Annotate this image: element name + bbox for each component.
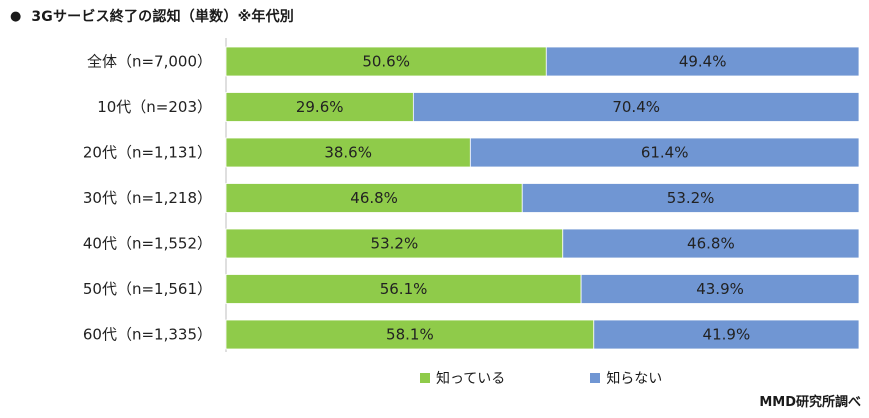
data-label-known: 50.6%	[362, 53, 410, 71]
category-label: 全体（n=7,000）	[87, 53, 212, 71]
category-label: 20代（n=1,131）	[83, 144, 212, 162]
data-label-known: 56.1%	[380, 280, 428, 298]
data-label-known: 53.2%	[371, 235, 419, 253]
data-label-unknown: 53.2%	[667, 189, 715, 207]
data-label-unknown: 70.4%	[612, 98, 660, 116]
bar-segment-known	[225, 228, 564, 259]
data-label-unknown: 49.4%	[679, 53, 727, 71]
title-text: 3Gサービス終了の認知（単数）※年代別	[31, 9, 294, 25]
data-label-known: 58.1%	[386, 326, 434, 344]
bar-segment-unknown	[593, 319, 860, 350]
bar-segment-known	[225, 274, 582, 304]
category-label: 50代（n=1,561）	[83, 280, 212, 298]
source-note: MMD研究所調べ	[759, 395, 861, 410]
data-label-unknown: 41.9%	[703, 326, 751, 344]
legend-item-unknown: 知らない	[590, 368, 662, 388]
data-label-known: 46.8%	[350, 189, 398, 207]
bar-segment-unknown	[412, 92, 860, 122]
data-label-unknown: 46.8%	[687, 235, 735, 253]
chart-title: ● 3Gサービス終了の認知（単数）※年代別	[10, 4, 294, 28]
legend-label-known: 知っている	[436, 371, 506, 387]
legend-swatch-known	[420, 373, 430, 383]
legend-swatch-unknown	[590, 373, 601, 383]
legend-item-known: 知っている	[420, 368, 505, 388]
legend-label-unknown: 知らない	[606, 371, 663, 387]
title-bullet: ●	[10, 8, 22, 24]
category-label: 60代（n=1,335）	[83, 326, 212, 344]
category-label: 30代（n=1,218）	[83, 189, 212, 207]
category-label: 10代（n=203）	[97, 98, 212, 116]
bar-segment-known	[225, 319, 595, 350]
bar-segment-unknown	[469, 137, 860, 168]
bar-segment-unknown	[580, 274, 860, 304]
bar-segment-unknown	[545, 46, 860, 77]
data-label-known: 29.6%	[296, 98, 344, 116]
bar-segment-known	[225, 92, 414, 122]
data-label-known: 38.6%	[324, 144, 372, 162]
legend: 知っている 知らない	[420, 368, 747, 388]
category-label: 40代（n=1,552）	[83, 235, 212, 253]
bar-segment-unknown	[562, 228, 860, 259]
bar-segment-unknown	[521, 183, 860, 213]
data-label-unknown: 61.4%	[641, 144, 689, 162]
data-label-unknown: 43.9%	[696, 280, 744, 298]
